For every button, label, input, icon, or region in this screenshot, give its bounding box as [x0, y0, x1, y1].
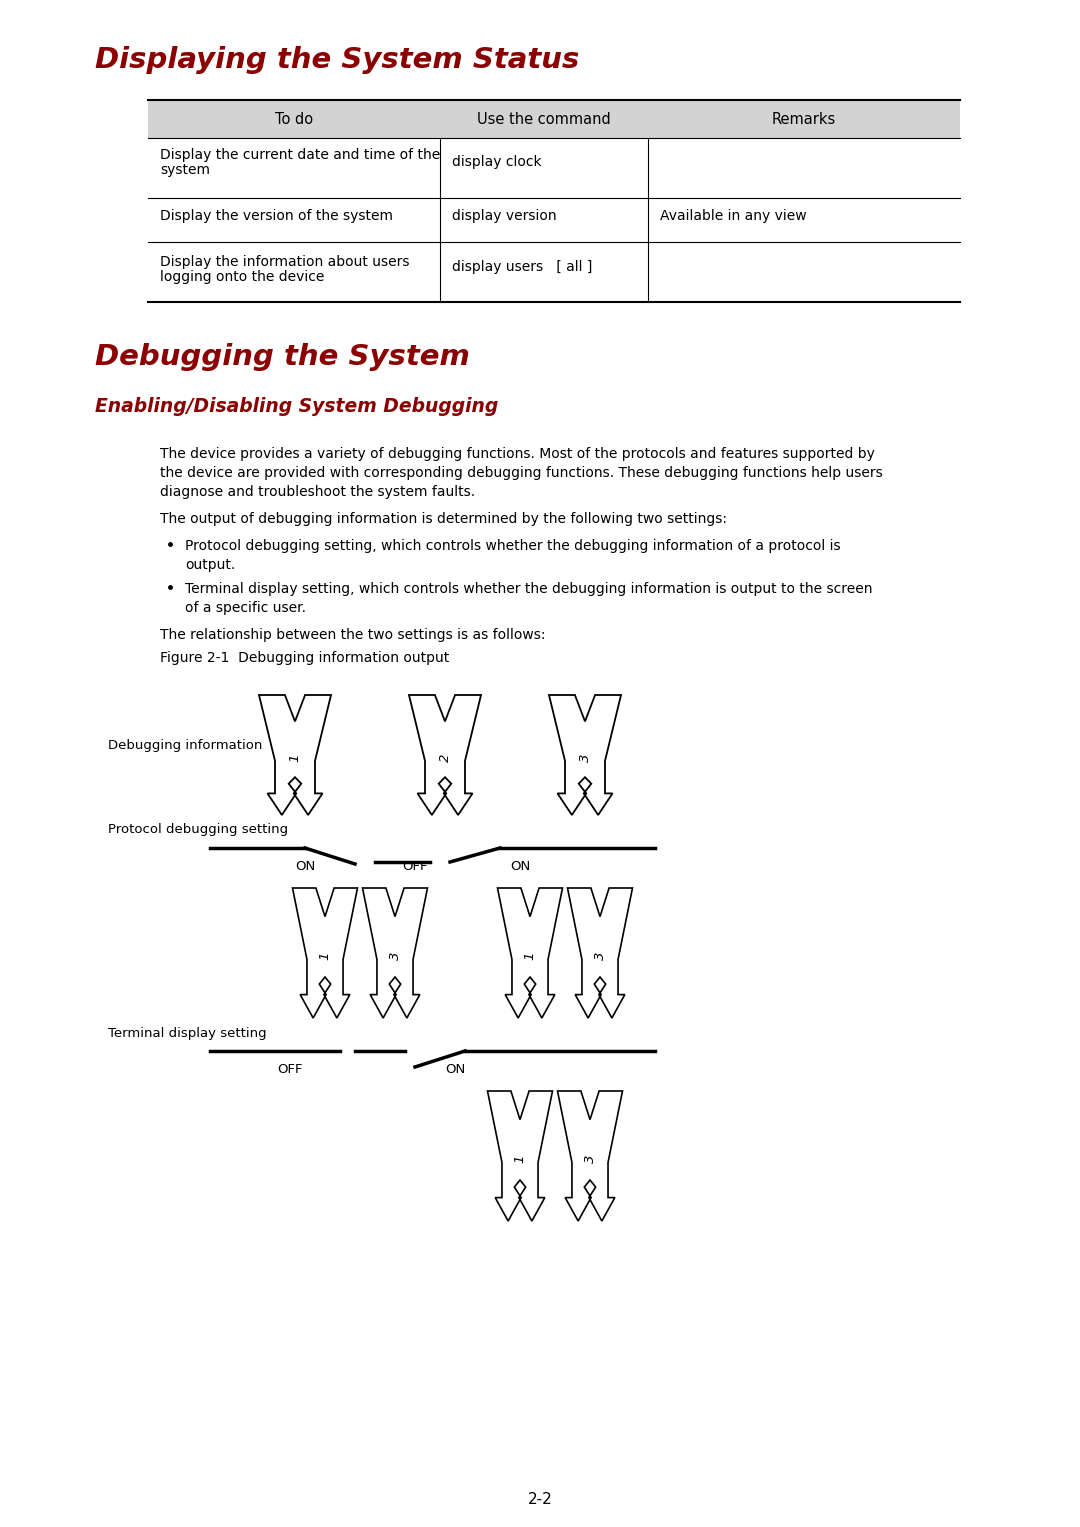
Text: output.: output.	[185, 557, 235, 573]
Text: OFF: OFF	[402, 860, 428, 873]
Text: Enabling/Disabling System Debugging: Enabling/Disabling System Debugging	[95, 397, 498, 415]
Text: 1: 1	[513, 1154, 527, 1162]
Text: ON: ON	[295, 860, 315, 873]
Bar	[148, 99, 960, 137]
Text: display users   [ all ]: display users [ all ]	[453, 260, 592, 273]
Text: 1: 1	[524, 951, 537, 960]
Text: 3: 3	[579, 753, 592, 762]
Text: 3: 3	[389, 951, 402, 960]
Text: diagnose and troubleshoot the system faults.: diagnose and troubleshoot the system fau…	[160, 486, 475, 499]
Text: Terminal display setting: Terminal display setting	[108, 1026, 267, 1040]
Text: Terminal display setting, which controls whether the debugging information is ou: Terminal display setting, which controls…	[185, 582, 873, 596]
Text: The relationship between the two settings is as follows:: The relationship between the two setting…	[160, 628, 545, 641]
Text: ON: ON	[445, 1063, 465, 1077]
Text: To do: To do	[275, 111, 313, 127]
Text: logging onto the device: logging onto the device	[160, 270, 324, 284]
Text: ON: ON	[510, 860, 530, 873]
Text: Display the current date and time of the: Display the current date and time of the	[160, 148, 441, 162]
Text: of a specific user.: of a specific user.	[185, 602, 306, 615]
Text: 2: 2	[438, 753, 451, 762]
Text: OFF: OFF	[278, 1063, 302, 1077]
Text: 3: 3	[594, 951, 607, 960]
Text: Protocol debugging setting, which controls whether the debugging information of : Protocol debugging setting, which contro…	[185, 539, 840, 553]
Text: 3: 3	[583, 1154, 596, 1162]
Text: Protocol debugging setting: Protocol debugging setting	[108, 823, 288, 837]
Text: The output of debugging information is determined by the following two settings:: The output of debugging information is d…	[160, 512, 727, 525]
Text: Use the command: Use the command	[477, 111, 611, 127]
Text: system: system	[160, 163, 210, 177]
Text: Displaying the System Status: Displaying the System Status	[95, 46, 579, 73]
Text: Debugging the System: Debugging the System	[95, 344, 470, 371]
Text: 1: 1	[288, 753, 301, 762]
Text: The device provides a variety of debugging functions. Most of the protocols and : The device provides a variety of debuggi…	[160, 447, 875, 461]
Text: display clock: display clock	[453, 156, 542, 169]
Text: 2-2: 2-2	[528, 1492, 552, 1507]
Text: Display the information about users: Display the information about users	[160, 255, 409, 269]
Text: the device are provided with corresponding debugging functions. These debugging : the device are provided with correspondi…	[160, 466, 882, 479]
Text: display version: display version	[453, 209, 556, 223]
Text: Remarks: Remarks	[772, 111, 836, 127]
Text: Debugging information: Debugging information	[108, 739, 262, 751]
Text: 1: 1	[319, 951, 332, 960]
Text: Display the version of the system: Display the version of the system	[160, 209, 393, 223]
Text: Available in any view: Available in any view	[660, 209, 807, 223]
Text: Figure 2-1  Debugging information output: Figure 2-1 Debugging information output	[160, 651, 449, 664]
